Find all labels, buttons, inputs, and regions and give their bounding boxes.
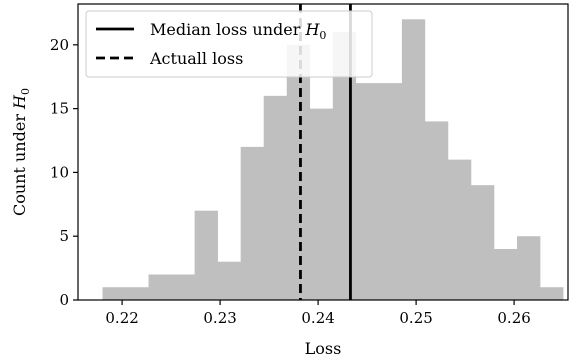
histogram-bar <box>194 210 218 300</box>
plot-frame <box>77 3 569 301</box>
histogram-bar <box>378 83 403 300</box>
histogram-bar <box>309 108 334 300</box>
histogram-bar <box>102 287 126 300</box>
y-tick-label: 5 <box>59 227 69 245</box>
histogram-bar <box>517 236 541 300</box>
x-tick-label: 0.24 <box>301 309 334 327</box>
y-tick-label: 10 <box>50 163 69 181</box>
histogram-bar <box>286 44 311 300</box>
histogram-bar <box>401 19 426 301</box>
y-axis-label: Count under H0 <box>10 88 32 216</box>
y-axis-label-sub: 0 <box>19 88 32 95</box>
y-axis-label-main: Count under <box>10 109 29 216</box>
x-tick-label: 0.22 <box>105 309 138 327</box>
legend-box <box>85 10 373 78</box>
histogram-bar <box>263 95 288 301</box>
histogram-bar <box>125 287 149 300</box>
histogram-bar <box>171 274 195 300</box>
histogram-bar <box>494 248 518 300</box>
histogram-bar <box>217 261 241 300</box>
legend: Median loss under H0 Actuall loss <box>85 10 373 78</box>
legend-label-median-h: H <box>304 20 320 39</box>
legend-label-median-sub: 0 <box>319 29 326 42</box>
legend-label-actual: Actuall loss <box>149 49 243 68</box>
x-tick-label: 0.25 <box>399 309 432 327</box>
y-tick-label: 0 <box>59 291 69 309</box>
histogram-bar <box>540 287 564 300</box>
y-axis-ticks: 0 5 10 15 20 <box>50 36 78 309</box>
x-tick-label: 0.26 <box>497 309 530 327</box>
x-tick-label: 0.23 <box>203 309 236 327</box>
histogram-bar <box>355 83 380 300</box>
y-tick-label: 20 <box>50 36 69 54</box>
x-axis-ticks: 0.22 0.23 0.24 0.25 0.26 <box>105 300 531 327</box>
histogram-bar <box>447 159 472 300</box>
histogram-bar <box>148 274 172 300</box>
legend-label-median: Median loss under H0 <box>150 20 326 42</box>
histogram-bar <box>240 146 265 300</box>
y-tick-label: 15 <box>50 100 69 118</box>
y-axis-label-h: H <box>10 94 29 110</box>
legend-label-median-main: Median loss under <box>150 20 305 39</box>
histogram-bar <box>470 185 495 300</box>
x-axis-label: Loss <box>305 339 342 358</box>
histogram-bar <box>424 121 449 301</box>
